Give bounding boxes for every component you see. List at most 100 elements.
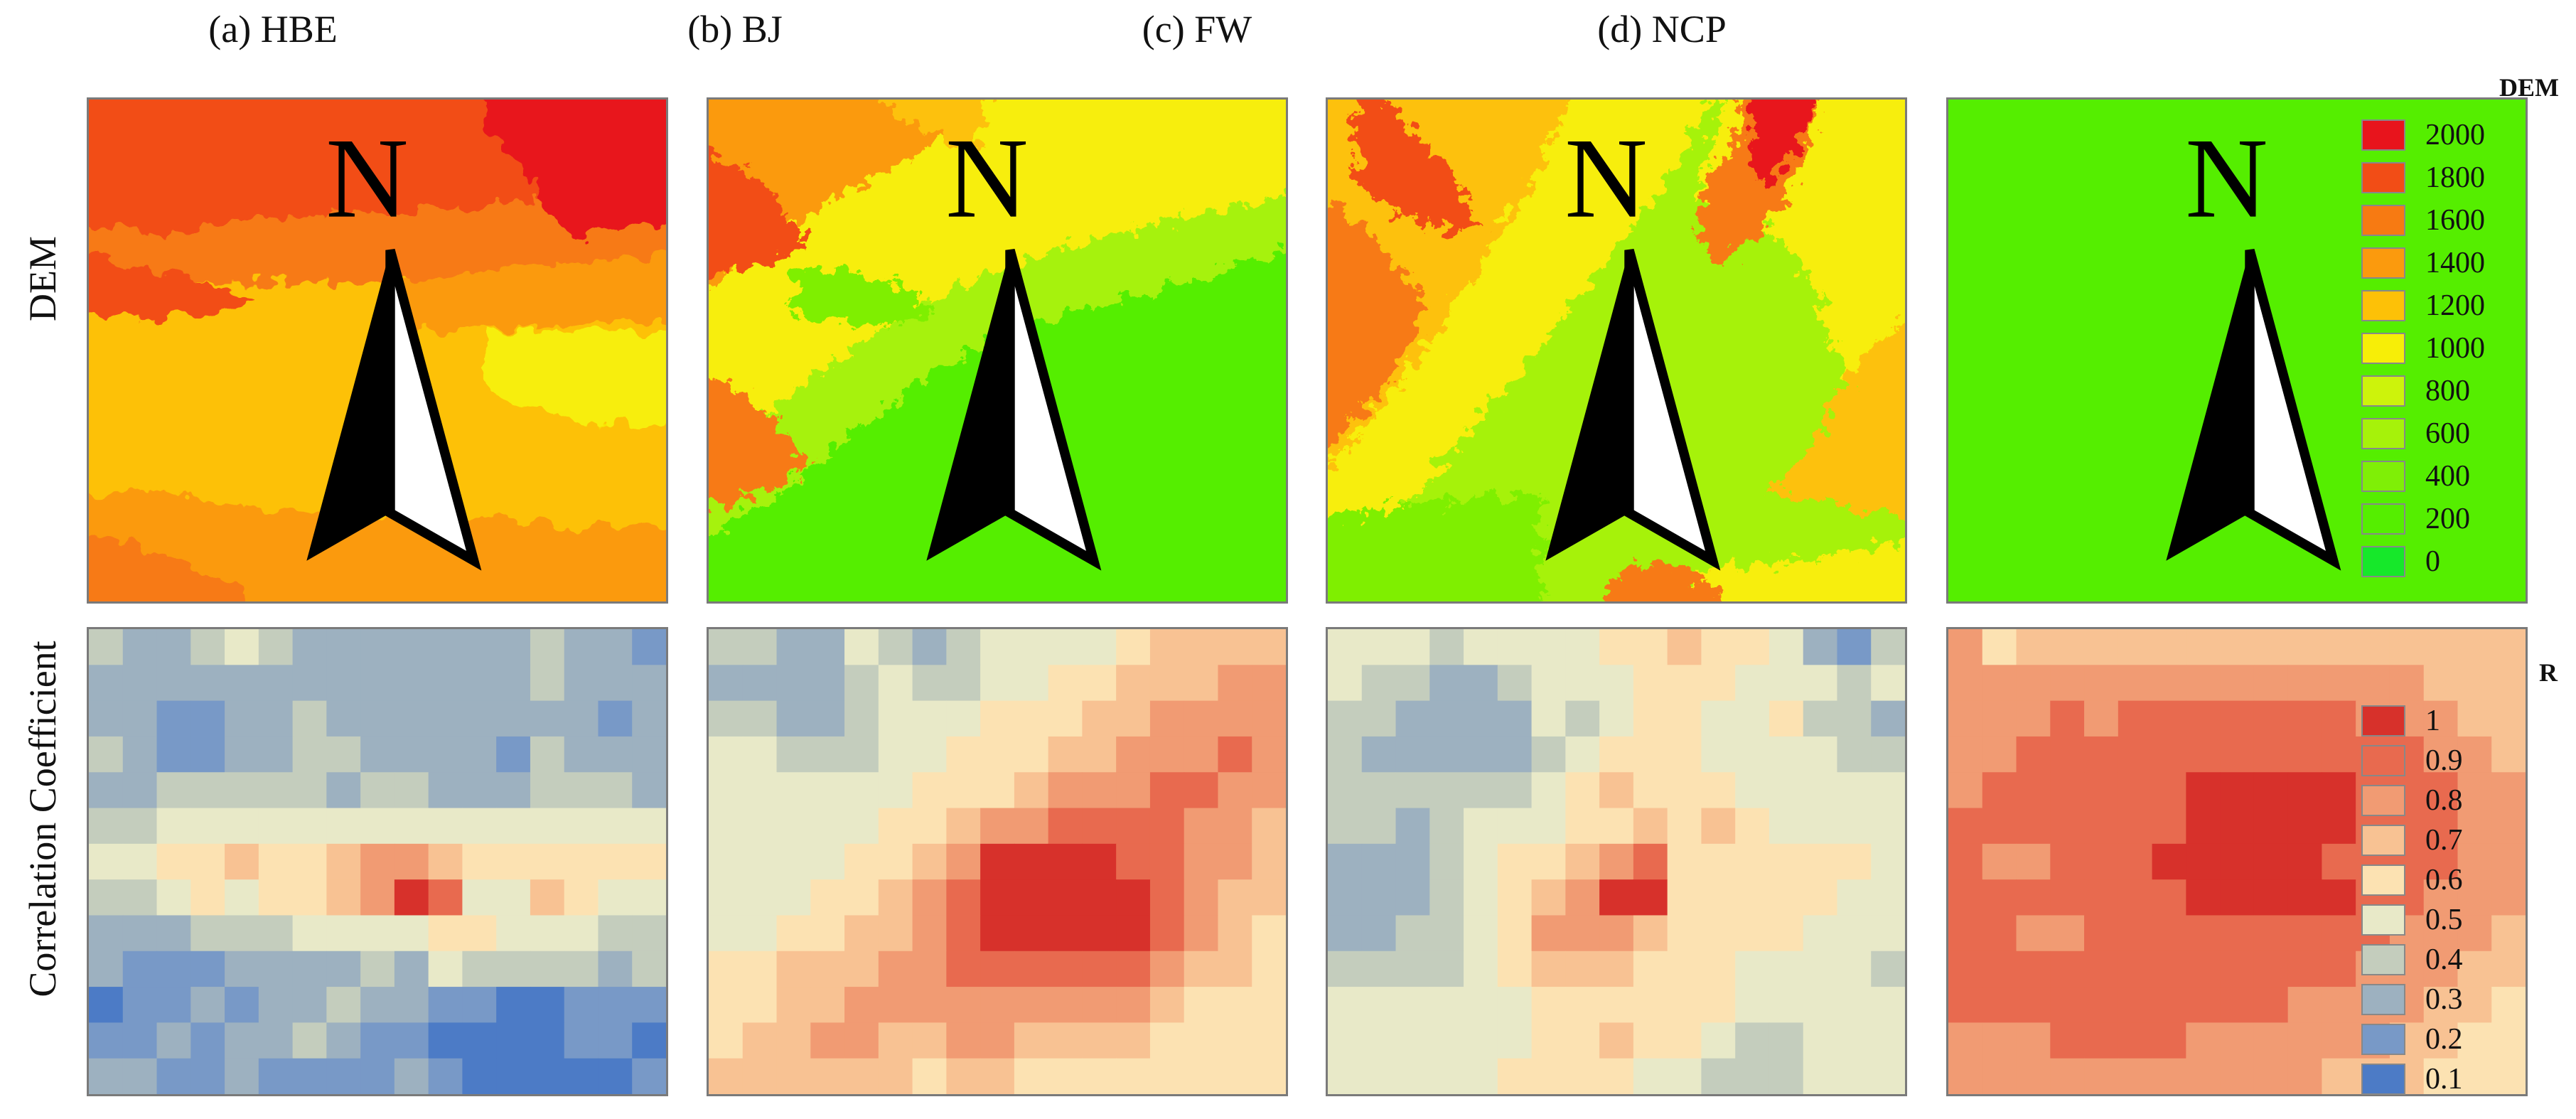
heatmap-cell [810,700,845,737]
heatmap-cell [1082,915,1117,952]
heatmap-cell [1599,700,1634,737]
heatmap-cell [878,843,913,880]
legend-swatch [2361,290,2405,321]
legend-swatch [2361,418,2405,449]
heatmap-cell [1116,772,1151,809]
heatmap-cell [462,1058,497,1094]
heatmap-cell [1082,987,1117,1023]
heatmap-cell [1464,951,1498,987]
heatmap-cell [1982,665,2017,702]
heatmap-cell [2050,808,2085,845]
heatmap-cell [258,700,294,737]
heatmap-cell [122,736,158,773]
heatmap-cell [2457,629,2492,665]
heatmap-cell [844,879,879,916]
heatmap-cell [496,879,531,916]
heatmap-cell [2457,700,2492,737]
heatmap-cell [946,808,981,845]
heatmap-cell [878,736,913,773]
heatmap-cell [1531,1058,1566,1094]
heatmap-cell [1328,629,1363,665]
heatmap-cell [1701,736,1736,773]
dem-map-hbe: N [87,97,668,604]
heatmap-cell [709,700,744,737]
heatmap-cell [1429,843,1464,880]
heatmap-cell [1082,772,1117,809]
heatmap-cell [598,629,633,665]
heatmap-cell [1735,987,1770,1023]
heatmap-cell [360,987,395,1023]
heatmap-cell [1735,700,1770,737]
heatmap-cell [2287,700,2323,737]
heatmap-cell [1497,1022,1533,1059]
heatmap-cell [530,951,565,987]
heatmap-cell [632,1058,666,1094]
heatmap-cell [2220,700,2255,737]
heatmap-cell [1464,808,1498,845]
heatmap-cell [1633,808,1668,845]
north-label: N [1565,114,1648,242]
heatmap-cell [742,879,778,916]
correlation-map-bj [707,627,1288,1096]
heatmap-cell [844,1022,879,1059]
heatmap-cell [810,629,845,665]
legend-item: 0.8 [2361,782,2575,822]
heatmap-cell [1149,1022,1185,1059]
heatmap-cell [1497,808,1533,845]
heatmap-cell [946,629,981,665]
heatmap-cell [2491,1022,2526,1059]
heatmap-cell [844,808,879,845]
heatmap-cell [2220,629,2255,665]
legend-swatch [2361,1024,2405,1055]
heatmap-cell [1218,736,1252,773]
north-label: N [945,114,1029,242]
heatmap-cell [810,951,845,987]
heatmap-cell [1982,843,2017,880]
heatmap-cell [1565,665,1600,702]
heatmap-cell [1149,736,1185,773]
heatmap-cell [844,843,879,880]
heatmap-cell [1948,1022,1983,1059]
heatmap-cell [1328,736,1363,773]
heatmap-cell [530,843,565,880]
heatmap-cell [742,665,778,702]
heatmap-cell [1395,1022,1430,1059]
heatmap-cell [632,987,666,1023]
heatmap-cell [1184,843,1219,880]
heatmap-cell [1531,665,1566,702]
heatmap-cell [2423,808,2459,845]
heatmap-cell [1735,665,1770,702]
heatmap-cell [1429,665,1464,702]
legend-item: 1 [2361,702,2575,742]
column-title-bj: (b) BJ [687,8,783,50]
heatmap-cell [1252,772,1286,809]
heatmap-cell [2287,951,2323,987]
heatmap-cell [564,700,599,737]
legend-item: 1400 [2361,245,2575,284]
heatmap-cell [1531,951,1566,987]
heatmap-cell [1667,700,1702,737]
heatmap-cell [225,1058,259,1094]
heatmap-cell [742,987,778,1023]
heatmap-cell [1982,629,2017,665]
heatmap-cell [1014,665,1049,702]
heatmap-cell [326,915,361,952]
heatmap-cell [2253,1058,2289,1094]
heatmap-cell [326,665,361,702]
heatmap-cell [1735,736,1770,773]
heatmap-cell [496,772,531,809]
heatmap-cell [2253,951,2289,987]
legend-swatch [2361,864,2405,896]
heatmap-cell [709,879,744,916]
heatmap-cell [1395,843,1430,880]
heatmap-cell [810,879,845,916]
heatmap-cell [156,665,191,702]
heatmap-cell [2186,629,2221,665]
heatmap-cell [1735,772,1770,809]
heatmap-cell [190,808,225,845]
heatmap-cell [742,1022,778,1059]
heatmap-cell [2118,736,2153,773]
heatmap-cell [428,665,463,702]
heatmap-cell [2016,951,2051,987]
heatmap-cell [496,808,531,845]
